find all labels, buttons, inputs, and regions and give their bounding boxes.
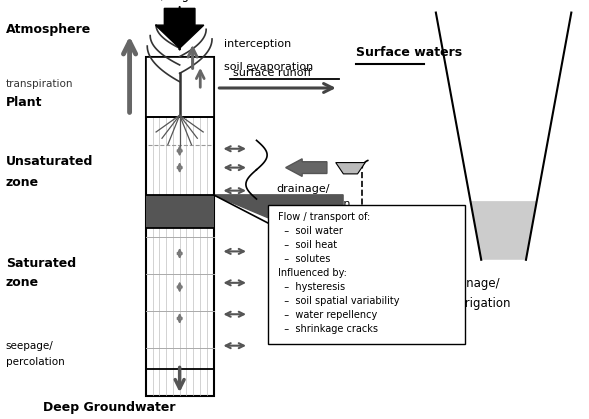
Bar — [146, 57, 213, 117]
FancyArrow shape — [377, 224, 436, 241]
Text: drainage/: drainage/ — [443, 277, 499, 290]
Text: percolation: percolation — [6, 357, 65, 367]
Text: soil evaporation: soil evaporation — [224, 62, 313, 72]
Bar — [146, 57, 213, 396]
Text: rain/irrigation: rain/irrigation — [139, 0, 220, 2]
Text: Deep Groundwater: Deep Groundwater — [43, 401, 175, 414]
Text: zone: zone — [6, 176, 39, 189]
Bar — [146, 195, 213, 228]
Text: Atmosphere: Atmosphere — [6, 23, 91, 36]
Text: Saturated: Saturated — [6, 257, 76, 271]
Text: Unsaturated: Unsaturated — [6, 155, 93, 168]
FancyBboxPatch shape — [268, 205, 465, 344]
Text: seepage/: seepage/ — [6, 341, 54, 351]
Text: drainage/: drainage/ — [277, 184, 330, 194]
Text: Surface waters: Surface waters — [356, 46, 462, 59]
Text: Flow / transport of:
  –  soil water
  –  soil heat
  –  solutes
Influenced by:
: Flow / transport of: – soil water – soil… — [278, 212, 399, 334]
Polygon shape — [336, 163, 365, 174]
FancyArrow shape — [155, 8, 204, 48]
Text: transpiration: transpiration — [6, 79, 74, 89]
Polygon shape — [471, 201, 537, 260]
Text: sub-irrigation: sub-irrigation — [277, 199, 351, 209]
FancyArrow shape — [286, 159, 327, 176]
Polygon shape — [213, 195, 343, 249]
Text: interception: interception — [224, 39, 291, 49]
Text: surface runoff: surface runoff — [233, 67, 311, 78]
Text: Plant: Plant — [6, 96, 42, 109]
Text: zone: zone — [6, 276, 39, 290]
Text: sub-irrigation: sub-irrigation — [432, 297, 511, 310]
